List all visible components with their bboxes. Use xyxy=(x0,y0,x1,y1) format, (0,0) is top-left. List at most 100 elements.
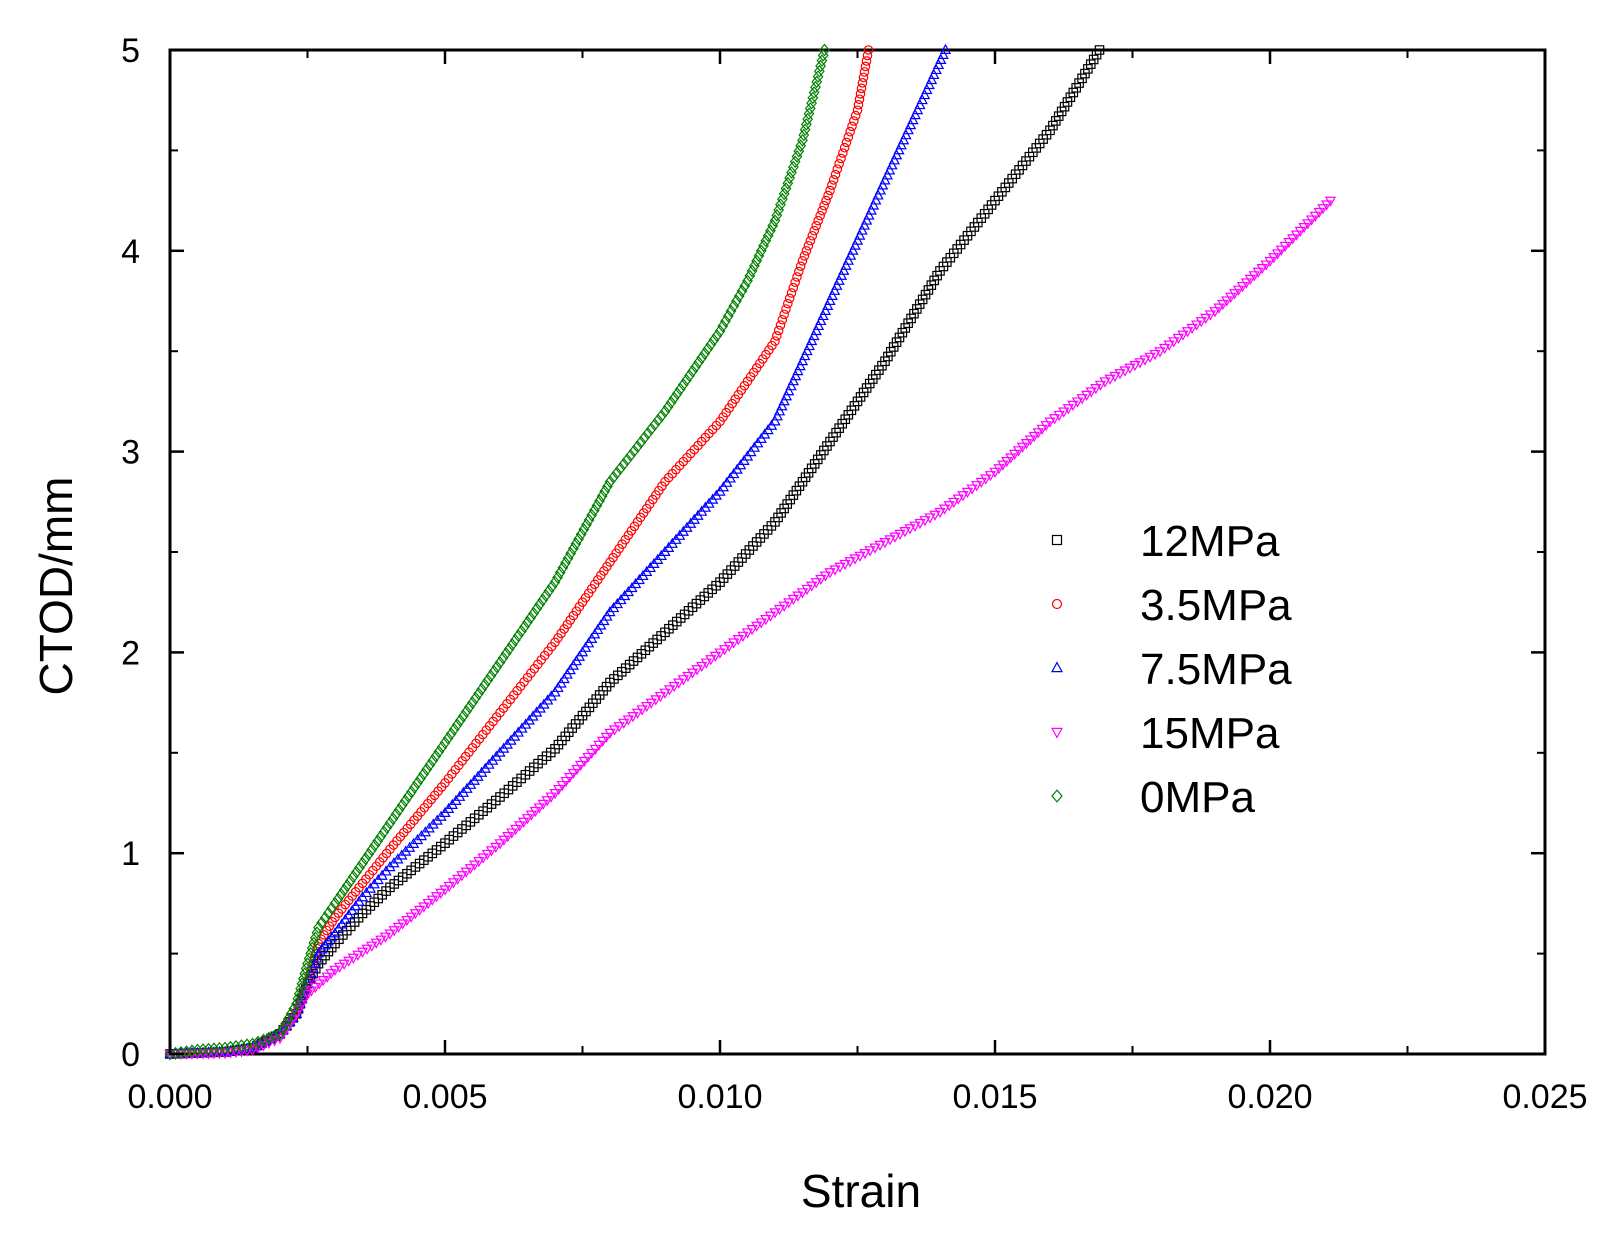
data-point xyxy=(925,73,938,85)
data-point xyxy=(794,359,806,371)
data-point xyxy=(372,834,384,848)
data-point xyxy=(1024,435,1036,446)
data-point xyxy=(800,118,812,131)
data-point xyxy=(635,435,647,449)
data-point xyxy=(1298,222,1310,234)
data-point xyxy=(652,413,664,427)
data-point xyxy=(718,645,731,656)
data-point xyxy=(525,611,536,625)
data-point xyxy=(776,400,788,411)
data-point xyxy=(1225,292,1237,303)
data-point xyxy=(517,817,530,828)
data-point xyxy=(477,853,489,864)
data-point xyxy=(531,602,543,616)
data-point xyxy=(753,249,765,263)
data-point xyxy=(1036,424,1048,435)
data-point xyxy=(682,671,694,683)
data-point xyxy=(1134,358,1146,369)
data-point xyxy=(412,776,423,790)
data-point xyxy=(714,648,726,659)
data-point xyxy=(214,1041,225,1055)
data-point xyxy=(811,220,822,231)
y-tick-label: 2 xyxy=(121,634,140,672)
data-point xyxy=(836,153,846,164)
data-point xyxy=(804,102,816,115)
data-point xyxy=(812,319,825,331)
data-point xyxy=(857,78,868,88)
data-point xyxy=(1221,296,1233,307)
data-point xyxy=(556,780,568,792)
data-point xyxy=(356,947,369,958)
data-point xyxy=(934,507,946,519)
data-point xyxy=(510,824,522,836)
data-point xyxy=(1252,267,1264,278)
data-point xyxy=(645,422,657,436)
data-point xyxy=(708,333,720,347)
data-point xyxy=(815,210,825,221)
data-point xyxy=(313,921,324,934)
data-point xyxy=(514,821,526,832)
data-point xyxy=(490,842,502,853)
data-point xyxy=(197,1049,209,1060)
data-point xyxy=(502,832,514,843)
data-point xyxy=(783,385,795,396)
data-point xyxy=(175,1046,187,1059)
legend-marker xyxy=(1051,661,1063,673)
data-point xyxy=(819,304,832,315)
data-point xyxy=(881,169,893,180)
data-point xyxy=(560,556,571,570)
data-point xyxy=(363,847,375,861)
data-point xyxy=(1154,347,1166,358)
data-point xyxy=(274,1033,286,1045)
data-point xyxy=(888,154,900,165)
data-point xyxy=(684,369,695,383)
data-point xyxy=(840,259,852,270)
data-point xyxy=(433,745,445,759)
data-point xyxy=(852,105,863,116)
data-point xyxy=(247,1037,258,1051)
data-point xyxy=(575,760,587,772)
data-point xyxy=(557,561,569,575)
data-point xyxy=(1271,249,1284,260)
data-point xyxy=(186,1044,198,1058)
data-point xyxy=(485,846,498,857)
data-point xyxy=(782,176,794,190)
data-point xyxy=(241,1046,253,1057)
data-point xyxy=(1260,260,1272,271)
data-point xyxy=(731,294,742,308)
data-point xyxy=(787,160,799,174)
data-point xyxy=(732,635,744,646)
data-point xyxy=(849,116,859,126)
x-tick-label: 0.025 xyxy=(1502,1078,1587,1116)
data-point xyxy=(843,132,854,142)
data-point xyxy=(776,192,788,206)
data-point xyxy=(861,56,872,66)
data-point xyxy=(939,43,952,54)
data-point xyxy=(773,405,786,416)
data-point xyxy=(344,874,356,888)
data-point xyxy=(993,464,1005,475)
data-point xyxy=(625,448,637,462)
data-point xyxy=(164,1047,176,1061)
data-point xyxy=(537,799,549,811)
data-point xyxy=(659,405,671,418)
data-point xyxy=(497,651,509,665)
data-point xyxy=(343,956,355,967)
data-point xyxy=(830,169,841,180)
data-point xyxy=(952,494,964,505)
data-point xyxy=(1009,449,1021,461)
data-point xyxy=(575,527,587,541)
data-point xyxy=(439,736,451,750)
data-point xyxy=(823,190,833,201)
data-point xyxy=(1275,245,1287,256)
data-point xyxy=(895,139,907,150)
data-point xyxy=(799,349,811,361)
data-point xyxy=(984,471,997,482)
data-point xyxy=(1217,299,1229,311)
data-point xyxy=(604,728,616,740)
data-point xyxy=(798,128,810,142)
data-point xyxy=(879,537,891,549)
data-point xyxy=(613,722,625,733)
data-point xyxy=(552,570,564,584)
data-point xyxy=(1124,363,1136,374)
